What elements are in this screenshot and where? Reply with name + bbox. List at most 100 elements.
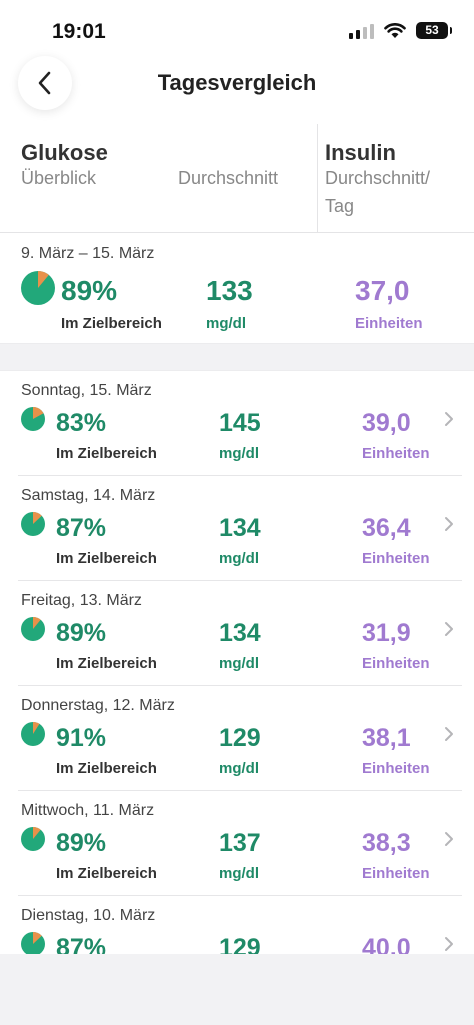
section-gap — [0, 343, 474, 371]
day-average: 129 — [219, 724, 261, 752]
day-average-unit: mg/dl — [219, 550, 259, 567]
day-percent: 91% — [56, 724, 107, 752]
day-average: 129 — [219, 934, 261, 954]
day-percent: 89% — [56, 619, 107, 647]
row-divider — [18, 895, 462, 896]
pie-out-of-range-slice — [33, 512, 42, 524]
day-insulin: 36,4 — [362, 514, 411, 542]
day-average: 134 — [219, 619, 261, 647]
day-date: Mittwoch, 11. März — [21, 802, 155, 819]
day-insulin-unit: Einheiten — [362, 445, 430, 462]
insulin-heading: Insulin — [325, 140, 396, 165]
chevron-right-icon — [445, 622, 453, 636]
day-list: Sonntag, 15. März 83% Im Zielbereich 145… — [0, 371, 474, 954]
column-divider — [317, 124, 318, 232]
day-insulin: 38,1 — [362, 724, 411, 752]
day-percent-label: Im Zielbereich — [56, 655, 157, 672]
pie-out-of-range-slice — [33, 722, 40, 734]
glucose-heading: Glukose — [21, 140, 108, 165]
day-percent-label: Im Zielbereich — [56, 445, 157, 462]
target-range-pie-icon — [21, 407, 45, 431]
chevron-right-icon — [445, 517, 453, 531]
bottom-area — [0, 964, 474, 1025]
target-range-pie-icon — [21, 932, 45, 954]
pie-out-of-range-slice — [33, 827, 41, 839]
pie-out-of-range-slice — [38, 271, 49, 288]
day-percent: 89% — [56, 829, 107, 857]
battery-icon: 53 — [416, 22, 452, 39]
chevron-right-icon — [445, 727, 453, 741]
average-heading: Durchschnitt — [178, 168, 279, 188]
pie-out-of-range-slice — [33, 932, 42, 944]
day-average: 145 — [219, 409, 261, 437]
day-average-unit: mg/dl — [219, 445, 259, 462]
summary-insulin-unit: Einheiten — [355, 315, 423, 332]
target-range-pie-icon — [21, 271, 55, 305]
pie-out-of-range-slice — [33, 617, 41, 629]
day-insulin: 39,0 — [362, 409, 411, 437]
wifi-icon — [384, 22, 406, 38]
column-header: Glukose Überblick Durchschnitt Insulin D… — [0, 124, 474, 233]
day-insulin: 38,3 — [362, 829, 411, 857]
day-row[interactable]: Sonntag, 15. März 83% Im Zielbereich 145… — [0, 371, 474, 476]
per-day-heading: Tag — [325, 196, 355, 216]
row-divider — [18, 790, 462, 791]
day-date: Samstag, 14. März — [21, 487, 156, 504]
chevron-right-icon — [445, 412, 453, 426]
back-button[interactable] — [18, 56, 72, 110]
day-average-unit: mg/dl — [219, 865, 259, 882]
day-percent-label: Im Zielbereich — [56, 760, 157, 777]
day-date: Freitag, 13. März — [21, 592, 142, 609]
status-time: 19:01 — [52, 20, 106, 43]
day-percent: 87% — [56, 514, 107, 542]
day-row[interactable]: Donnerstag, 12. März 91% Im Zielbereich … — [0, 686, 474, 791]
day-insulin-unit: Einheiten — [362, 865, 430, 882]
day-percent-label: Im Zielbereich — [56, 550, 157, 567]
week-summary: 9. März – 15. März 89% Im Zielbereich 13… — [0, 233, 474, 343]
day-percent: 83% — [56, 409, 107, 437]
page-title: Tagesvergleich — [157, 70, 317, 95]
day-percent-label: Im Zielbereich — [56, 865, 157, 882]
week-range: 9. März – 15. März — [21, 245, 155, 262]
row-divider — [18, 475, 462, 476]
day-average: 137 — [219, 829, 261, 857]
status-icons: 53 — [349, 22, 452, 39]
status-bar: 19:01 53 — [0, 0, 474, 58]
day-insulin: 31,9 — [362, 619, 411, 647]
day-average-unit: mg/dl — [219, 655, 259, 672]
chevron-right-icon — [445, 832, 453, 846]
cellular-signal-icon — [349, 23, 374, 39]
day-insulin-unit: Einheiten — [362, 655, 430, 672]
summary-percent-label: Im Zielbereich — [61, 315, 162, 332]
day-date: Dienstag, 10. März — [21, 907, 156, 924]
day-average: 134 — [219, 514, 261, 542]
summary-percent: 89% — [61, 275, 118, 306]
day-percent: 87% — [56, 934, 107, 954]
summary-average-unit: mg/dl — [206, 315, 246, 332]
day-average-unit: mg/dl — [219, 760, 259, 777]
chevron-left-icon — [38, 71, 51, 95]
row-divider — [18, 580, 462, 581]
row-divider — [18, 685, 462, 686]
day-row[interactable]: Samstag, 14. März 87% Im Zielbereich 134… — [0, 476, 474, 581]
day-row[interactable]: Freitag, 13. März 89% Im Zielbereich 134… — [0, 581, 474, 686]
summary-insulin: 37,0 — [355, 275, 410, 306]
day-insulin-unit: Einheiten — [362, 760, 430, 777]
pie-out-of-range-slice — [33, 407, 44, 419]
day-date: Donnerstag, 12. März — [21, 697, 175, 714]
day-date: Sonntag, 15. März — [21, 382, 152, 399]
chevron-right-icon — [445, 937, 453, 951]
target-range-pie-icon — [21, 512, 45, 536]
target-range-pie-icon — [21, 827, 45, 851]
insulin-average-heading: Durchschnitt/ — [325, 168, 431, 188]
target-range-pie-icon — [21, 722, 45, 746]
target-range-pie-icon — [21, 617, 45, 641]
summary-average: 133 — [206, 275, 253, 306]
day-insulin: 40,0 — [362, 934, 411, 954]
overview-heading: Überblick — [21, 168, 97, 188]
top-section: 19:01 53 Tagesvergleich Glukose Überblic… — [0, 0, 474, 343]
day-row[interactable]: Dienstag, 10. März 87% 129 40,0 — [0, 896, 474, 954]
nav-bar: Tagesvergleich — [0, 56, 474, 124]
day-insulin-unit: Einheiten — [362, 550, 430, 567]
day-row[interactable]: Mittwoch, 11. März 89% Im Zielbereich 13… — [0, 791, 474, 896]
